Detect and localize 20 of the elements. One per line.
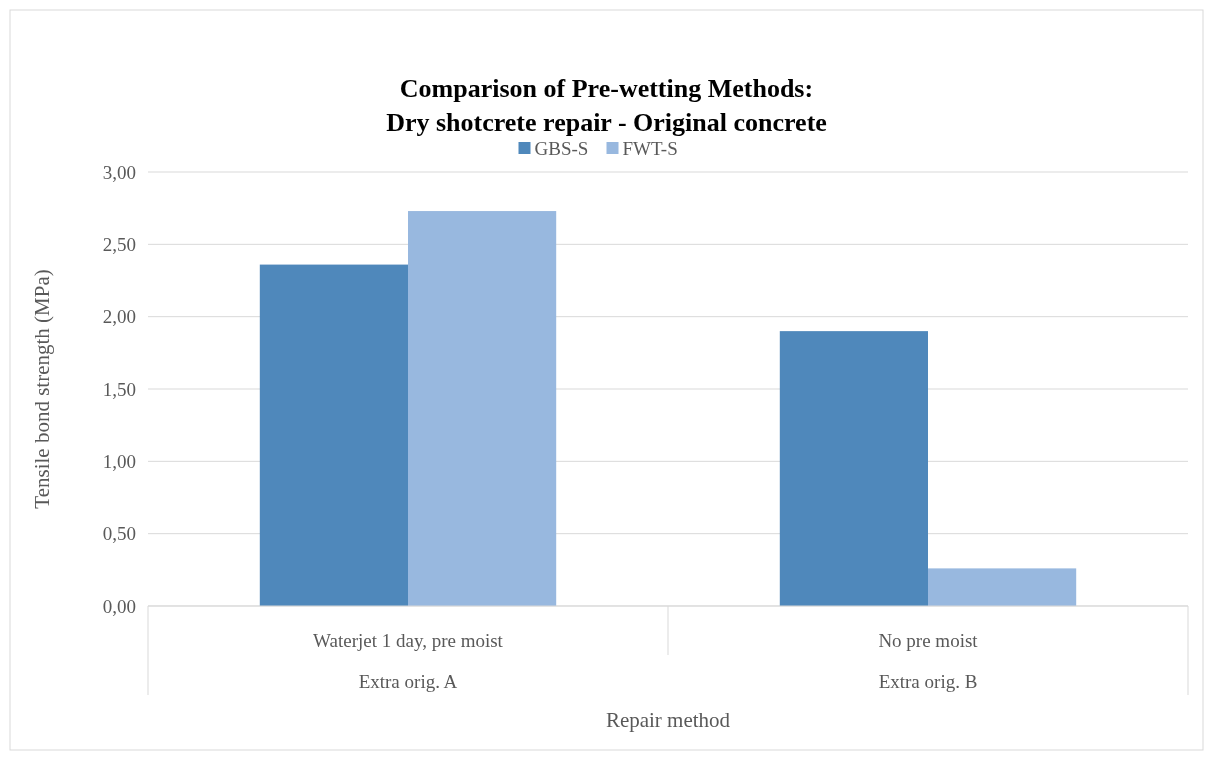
- bar: [928, 568, 1077, 606]
- bar: [259, 264, 408, 606]
- y-axis-title: Tensile bond strength (MPa): [30, 269, 55, 509]
- y-tick-label: 2,50: [102, 233, 136, 255]
- y-tick-label: 3,00: [102, 161, 136, 183]
- y-tick-label: 0,00: [102, 595, 136, 617]
- y-tick-label: 2,00: [102, 306, 136, 328]
- y-tick-label: 1,50: [102, 378, 136, 400]
- text: Extra orig. A: [358, 670, 458, 692]
- x-tick-label: No pre moist: [878, 629, 979, 651]
- y-tick-label: 0,50: [102, 523, 136, 545]
- legend-label: GBS-S: [534, 137, 589, 159]
- legend-label: FWT-S: [622, 137, 678, 159]
- chart-title: Comparison of Pre-wetting Methods: Dry shotcrete repair - Original concrete: [386, 74, 827, 138]
- bar: [408, 211, 557, 606]
- y-tick-label: 1,00: [102, 450, 136, 472]
- text: Extra orig. B: [878, 670, 978, 692]
- x-axis-title: Repair method: [605, 708, 731, 733]
- x-tick-label: Waterjet 1 day, pre moist: [313, 629, 504, 651]
- bar: [779, 331, 928, 606]
